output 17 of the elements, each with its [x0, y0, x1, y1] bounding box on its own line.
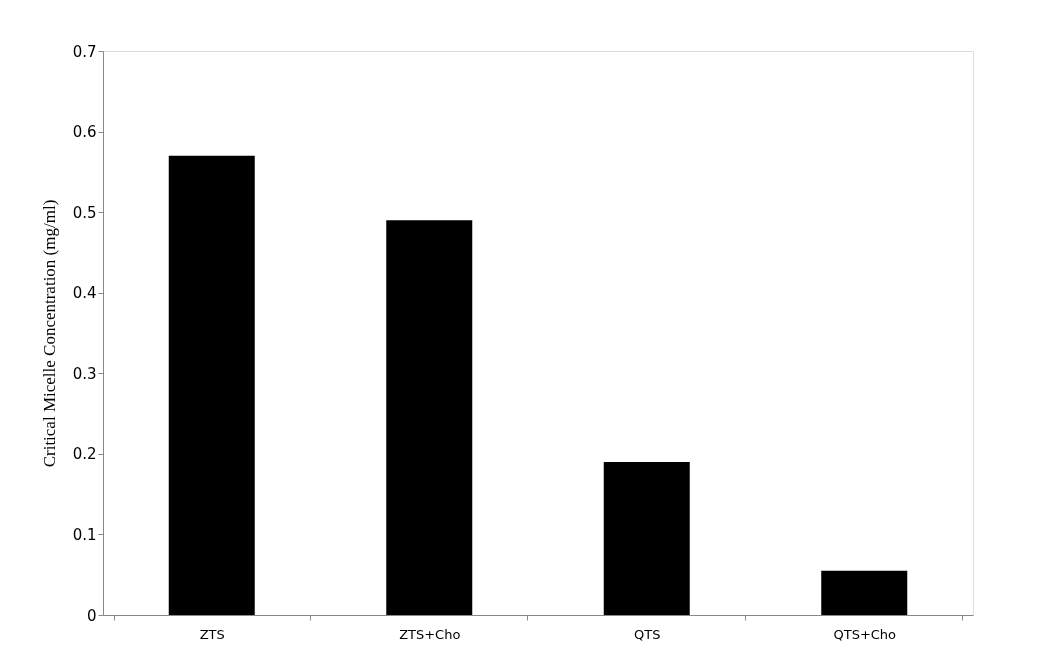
y-tick-label: 0.7 [72, 42, 97, 61]
x-tick-label: QTS [634, 626, 661, 642]
x-tick-label: ZTS+Cho [399, 626, 461, 642]
bar [821, 570, 908, 615]
x-tick-label: ZTS [199, 626, 225, 642]
y-tick-label: 0.5 [72, 203, 97, 222]
y-tick-label: 0.1 [72, 525, 97, 544]
bar [603, 461, 690, 615]
bar [168, 155, 255, 615]
y-tick-label: 0.3 [72, 364, 97, 383]
y-tick-label: 0 [86, 606, 97, 625]
x-tick-label: QTS+Cho [833, 626, 897, 642]
y-axis-title: Critical Micelle Concentration (mg/ml) [39, 199, 59, 468]
y-tick-label: 0.6 [72, 123, 97, 142]
bar [386, 220, 473, 615]
y-tick-label: 0.2 [72, 445, 97, 464]
y-tick-label: 0.4 [72, 284, 97, 303]
